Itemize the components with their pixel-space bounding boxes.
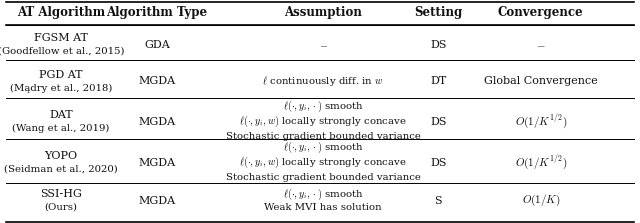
Text: DS: DS: [430, 158, 447, 168]
Text: FGSM AT: FGSM AT: [34, 33, 88, 43]
Text: Assumption: Assumption: [284, 6, 362, 19]
Text: (Wang et al., 2019): (Wang et al., 2019): [12, 124, 109, 133]
Text: Global Convergence: Global Convergence: [484, 76, 598, 86]
Text: (Seidman et al., 2020): (Seidman et al., 2020): [4, 165, 118, 174]
Text: GDA: GDA: [144, 40, 170, 50]
Text: Setting: Setting: [414, 6, 463, 19]
Text: Algorithm Type: Algorithm Type: [106, 6, 207, 19]
Text: Stochastic gradient bounded variance: Stochastic gradient bounded variance: [226, 132, 420, 141]
Text: DT: DT: [430, 76, 447, 86]
Text: $\ell(\cdot, y_i, w)$ locally strongly concave: $\ell(\cdot, y_i, w)$ locally strongly c…: [239, 114, 407, 129]
Text: Convergence: Convergence: [498, 6, 584, 19]
Text: DS: DS: [430, 40, 447, 50]
Text: (Ours): (Ours): [44, 203, 77, 212]
Text: S: S: [435, 196, 442, 206]
Text: SSI-HG: SSI-HG: [40, 189, 82, 199]
Text: PGD AT: PGD AT: [39, 70, 83, 80]
Text: Weak MVI has solution: Weak MVI has solution: [264, 203, 382, 212]
Text: $-$: $-$: [319, 40, 328, 49]
Text: MGDA: MGDA: [138, 196, 175, 206]
Text: $\ell(\cdot, y_i, \cdot)$ smooth: $\ell(\cdot, y_i, \cdot)$ smooth: [283, 99, 364, 114]
Text: MGDA: MGDA: [138, 76, 175, 86]
Text: $\ell(\cdot, y_i, \cdot)$ smooth: $\ell(\cdot, y_i, \cdot)$ smooth: [283, 186, 364, 202]
Text: Stochastic gradient bounded variance: Stochastic gradient bounded variance: [226, 173, 420, 182]
Text: $\ell(\cdot, y_i, w)$ locally strongly concave: $\ell(\cdot, y_i, w)$ locally strongly c…: [239, 155, 407, 170]
Text: $O(1/K^{1/2})$: $O(1/K^{1/2})$: [515, 112, 567, 131]
Text: $O(1/K^{1/2})$: $O(1/K^{1/2})$: [515, 154, 567, 172]
Text: YOPO: YOPO: [44, 151, 77, 161]
Text: $O(1/K)$: $O(1/K)$: [522, 193, 560, 208]
Text: MGDA: MGDA: [138, 158, 175, 168]
Text: DAT: DAT: [49, 110, 72, 120]
Text: $-$: $-$: [536, 40, 546, 50]
Text: $\ell$ continuously diff. in $w$: $\ell$ continuously diff. in $w$: [262, 74, 384, 88]
Text: (Goodfellow et al., 2015): (Goodfellow et al., 2015): [0, 47, 124, 56]
Text: $\ell(\cdot, y_i, \cdot)$ smooth: $\ell(\cdot, y_i, \cdot)$ smooth: [283, 140, 364, 155]
Text: AT Algorithm: AT Algorithm: [17, 6, 105, 19]
Text: MGDA: MGDA: [138, 117, 175, 126]
Text: (Mądry et al., 2018): (Mądry et al., 2018): [10, 84, 112, 93]
Text: DS: DS: [430, 117, 447, 126]
